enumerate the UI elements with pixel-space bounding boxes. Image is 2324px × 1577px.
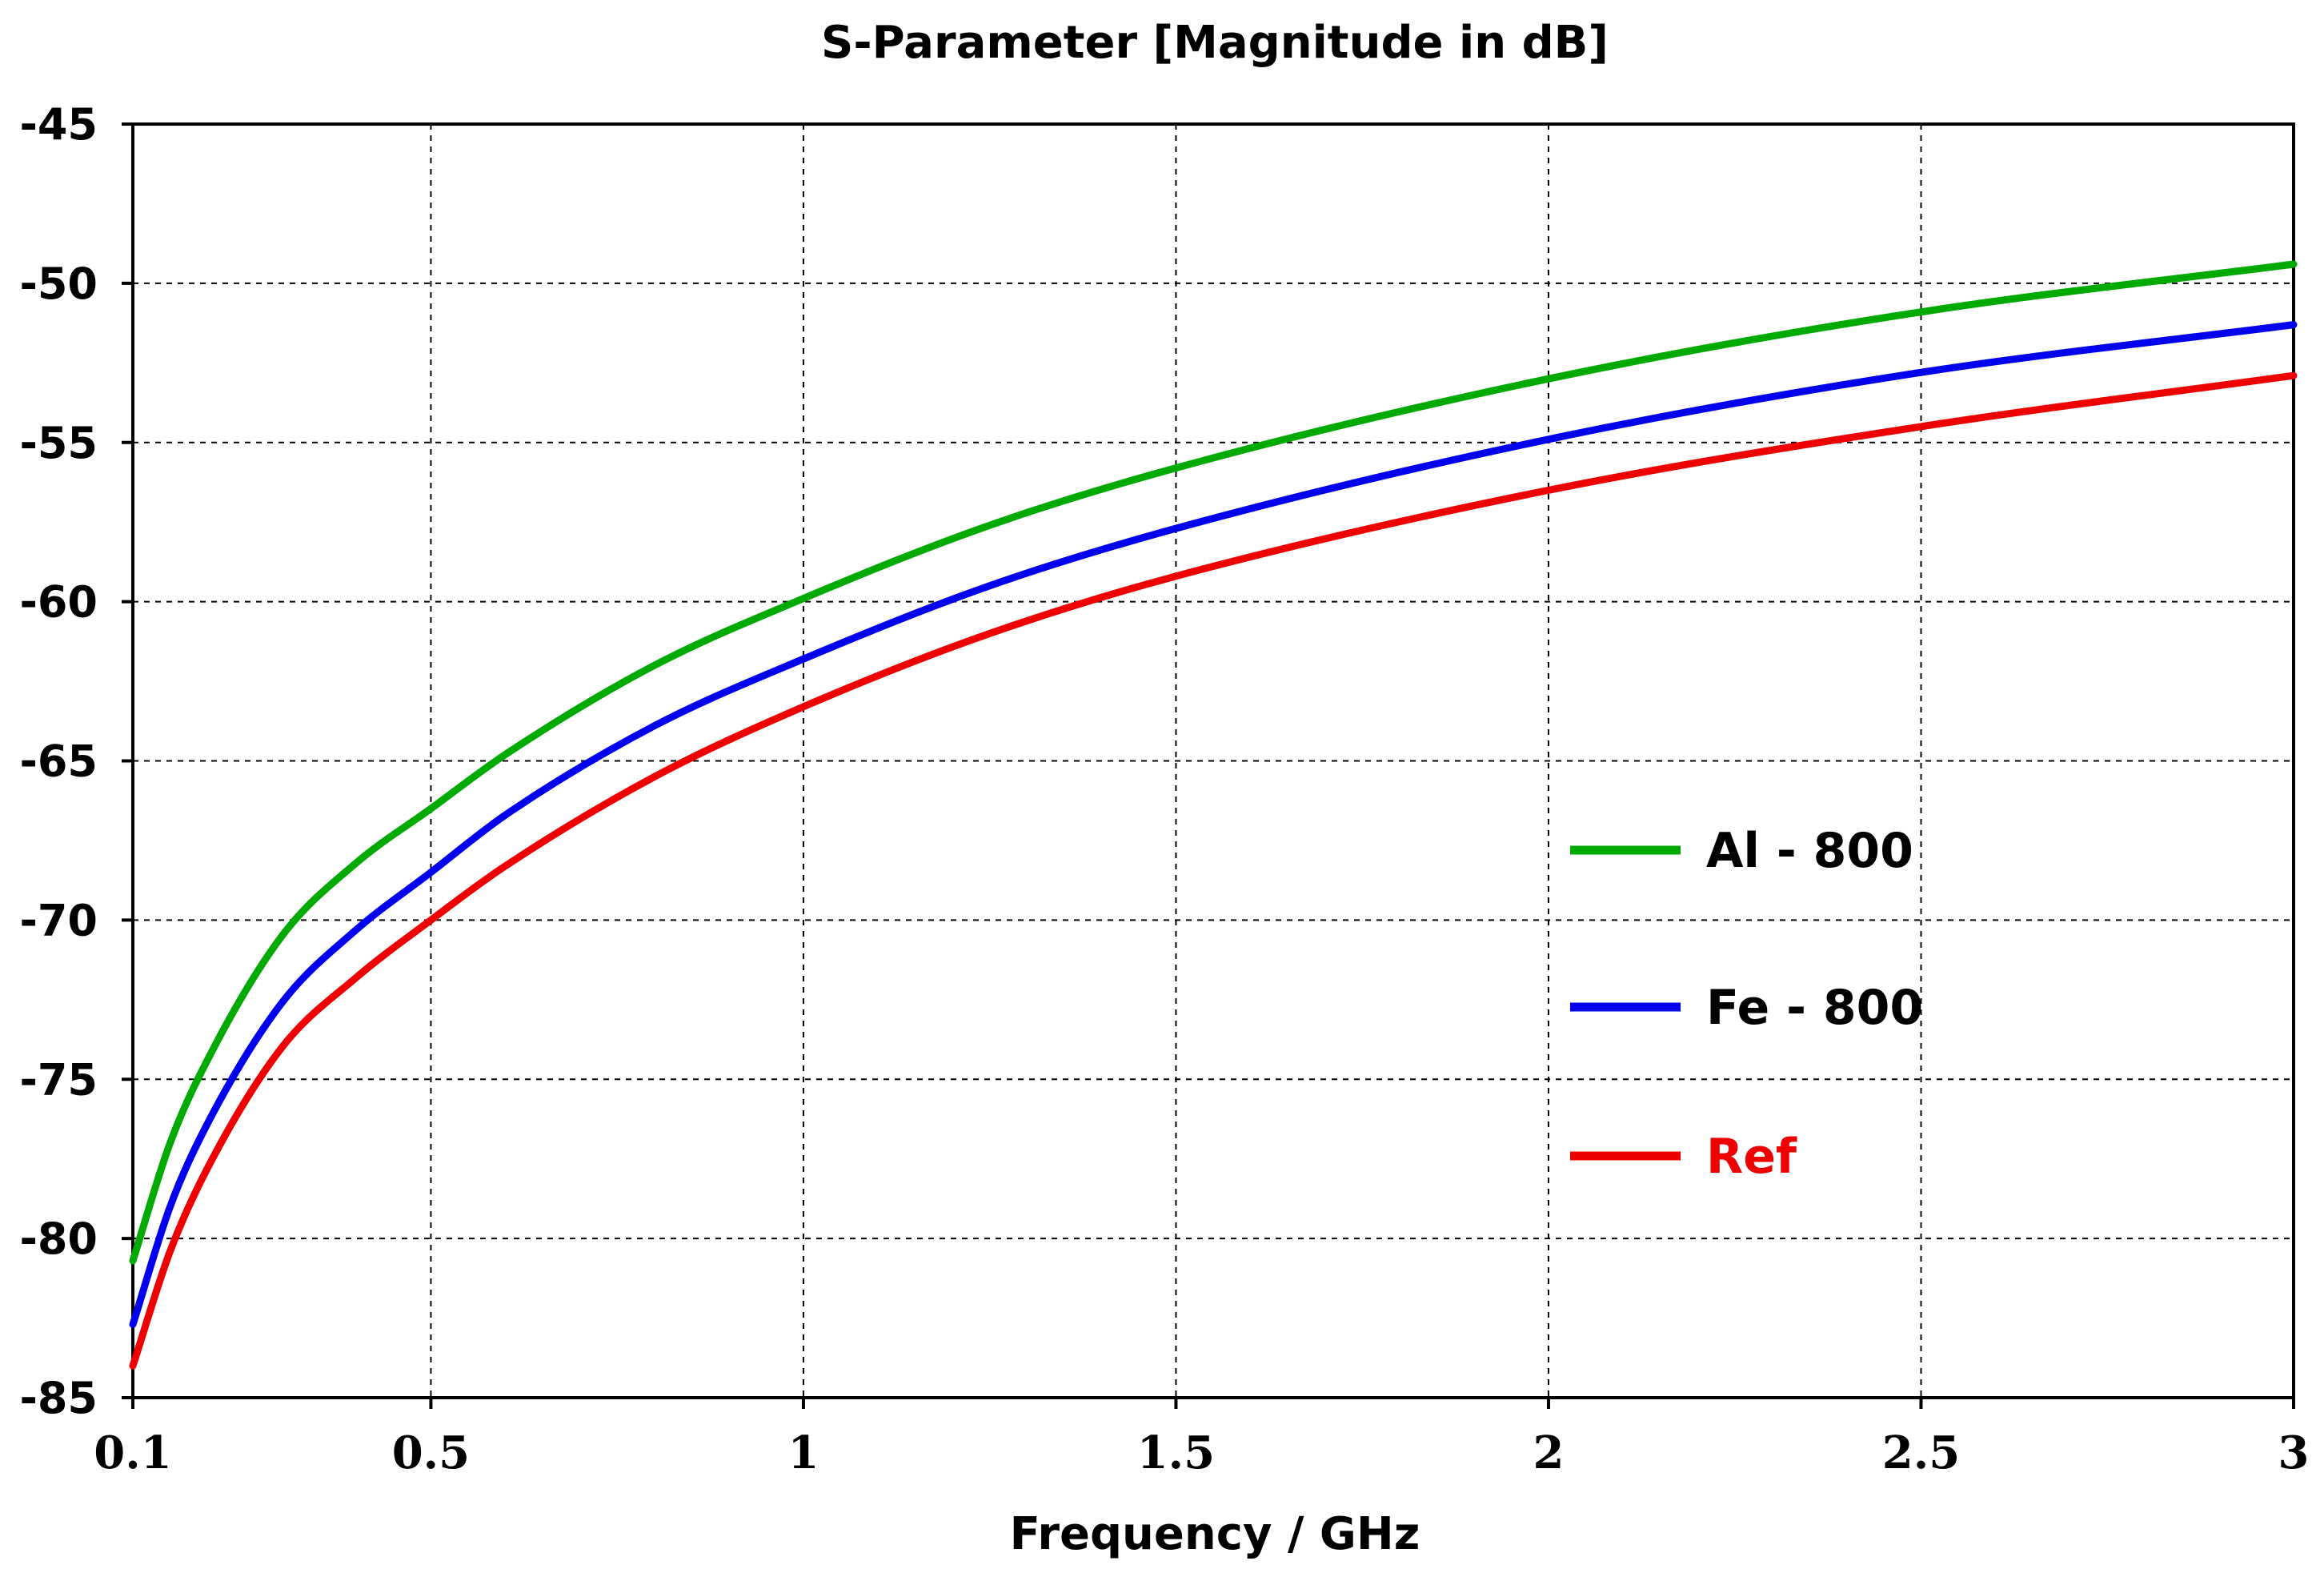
chart-background [0, 0, 2324, 1573]
chart-root: S-Parameter [Magnitude in dB] -45 -50 -55 -… [0, 0, 2324, 1573]
y-tick-label: -75 [19, 1054, 98, 1105]
x-axis-title: Frequency / GHz [1010, 1508, 1420, 1560]
x-tick-label: 1 [787, 1427, 819, 1479]
x-tick-label: 2.5 [1882, 1427, 1960, 1479]
legend-label-al-800: Al - 800 [1706, 823, 1913, 879]
y-tick-label: -60 [19, 577, 98, 628]
chart-svg: S-Parameter [Magnitude in dB] -45 -50 -55 -… [0, 0, 2324, 1573]
y-tick-label: -65 [19, 736, 98, 787]
y-tick-label: -55 [19, 418, 98, 468]
x-tick-label: 1.5 [1137, 1427, 1215, 1479]
chart-title: S-Parameter [Magnitude in dB] [821, 17, 1609, 69]
y-tick-label: -70 [19, 895, 98, 945]
legend-label-fe-800: Fe - 800 [1706, 980, 1923, 1036]
y-tick-label: -85 [19, 1373, 98, 1423]
y-tick-label: -80 [19, 1214, 98, 1264]
legend-label-ref: Ref [1706, 1129, 1797, 1185]
y-tick-label: -45 [19, 99, 98, 150]
x-tick-label: 0.1 [94, 1427, 171, 1479]
x-tick-label: 3 [2278, 1427, 2310, 1479]
y-tick-label: -50 [19, 259, 98, 309]
x-tick-label: 2 [1533, 1427, 1564, 1479]
x-tick-label: 0.5 [392, 1427, 470, 1479]
